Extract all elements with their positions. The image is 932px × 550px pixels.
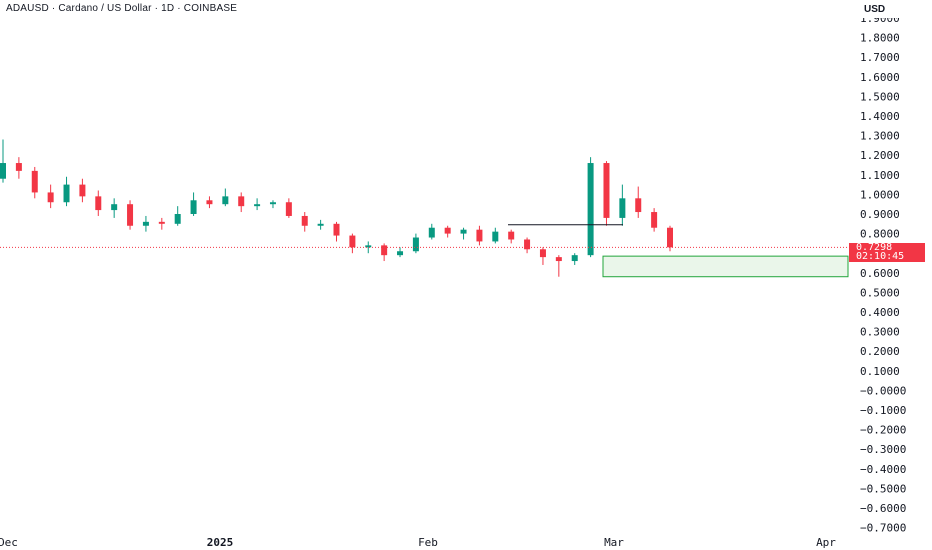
price-tick-label: 1.5000 xyxy=(860,90,900,103)
price-tick-label: 1.2000 xyxy=(860,149,900,162)
candle-body xyxy=(524,239,531,250)
price-tick-label: 0.4000 xyxy=(860,306,900,319)
price-tick-label: −0.2000 xyxy=(860,424,906,437)
candle-body xyxy=(127,204,134,226)
candle-body xyxy=(206,200,213,205)
price-tick-label: 1.6000 xyxy=(860,71,900,84)
bar-countdown: 02:10:45 xyxy=(849,252,925,262)
candle-body xyxy=(651,212,658,228)
time-tick-label: Feb xyxy=(418,536,438,549)
price-tick-label: 0.6000 xyxy=(860,267,900,280)
symbol-title: ADAUSD · Cardano / US Dollar · 1D · COIN… xyxy=(6,3,238,14)
price-tick-label: −0.4000 xyxy=(860,463,906,476)
candle-body xyxy=(285,202,292,216)
price-tick-label: −0.7000 xyxy=(860,522,906,535)
candle-body xyxy=(15,163,22,171)
candle-body xyxy=(95,196,102,211)
candle-body xyxy=(158,221,165,224)
candle-body xyxy=(381,245,388,256)
candle-body xyxy=(317,223,324,226)
price-tick-label: 1.1000 xyxy=(860,169,900,182)
candle-body xyxy=(333,223,340,236)
candles-group xyxy=(0,139,673,277)
price-tick-label: 0.9000 xyxy=(860,208,900,221)
price-tick-label: 1.0000 xyxy=(860,188,900,201)
demand-zone xyxy=(602,255,849,278)
price-tick-label: −0.0000 xyxy=(860,384,906,397)
candle-body xyxy=(444,227,451,234)
price-tick-label: 0.8000 xyxy=(860,228,900,241)
candle-body xyxy=(428,227,435,238)
candle-body xyxy=(412,237,419,252)
price-tick-label: 0.3000 xyxy=(860,326,900,339)
candle-body xyxy=(269,202,276,205)
candle-body xyxy=(222,196,229,205)
candle-body xyxy=(142,221,149,226)
last-price-tag: 0.7298 xyxy=(849,243,925,253)
price-tick-label: 1.8000 xyxy=(860,32,900,45)
price-tick-label: −0.1000 xyxy=(860,404,906,417)
candle-body xyxy=(79,184,86,197)
candle-body xyxy=(254,204,261,207)
candle-body xyxy=(397,251,404,256)
price-tick-label: −0.6000 xyxy=(860,502,906,515)
candle-body xyxy=(31,170,38,193)
price-tick-label: 0.1000 xyxy=(860,365,900,378)
candle-body xyxy=(47,192,54,203)
candle-body xyxy=(476,229,483,242)
candle-body xyxy=(349,235,356,248)
candle-body xyxy=(508,231,515,240)
time-tick-label: Apr xyxy=(816,536,836,549)
price-tick-label: 1.3000 xyxy=(860,130,900,143)
time-tick-label: 2025 xyxy=(207,536,234,549)
price-axis[interactable]: 1.90001.80001.70001.60001.50001.40001.30… xyxy=(860,12,906,535)
currency-selector[interactable]: USD xyxy=(856,2,912,18)
candle-body xyxy=(460,229,467,234)
price-tick-label: 0.5000 xyxy=(860,286,900,299)
candle-body xyxy=(0,163,6,179)
price-tick-label: −0.3000 xyxy=(860,443,906,456)
candle-body xyxy=(555,257,562,262)
price-tick-label: 1.4000 xyxy=(860,110,900,123)
candle-body xyxy=(603,163,610,218)
candle-body xyxy=(667,227,673,248)
time-axis[interactable]: Dec 2025 Feb Mar Apr xyxy=(0,536,836,549)
price-tick-label: 1.7000 xyxy=(860,51,900,64)
candle-body xyxy=(190,200,197,214)
price-tick-label: 0.2000 xyxy=(860,345,900,358)
candle-body xyxy=(587,163,594,256)
candle-body xyxy=(301,215,308,226)
candle-body xyxy=(492,231,499,242)
candle-body xyxy=(539,249,546,258)
time-tick-label: Mar xyxy=(604,536,624,549)
candle-body xyxy=(365,245,372,248)
candle-body xyxy=(63,184,70,203)
candle-body xyxy=(635,198,642,213)
price-tick-label: −0.5000 xyxy=(860,482,906,495)
candle-body xyxy=(111,204,118,211)
annotations-group xyxy=(0,224,849,278)
candle-body xyxy=(238,196,245,207)
candle-body xyxy=(619,198,626,218)
time-tick-label: Dec xyxy=(0,536,18,549)
candle-body xyxy=(174,214,181,224)
candle-body xyxy=(571,255,578,262)
